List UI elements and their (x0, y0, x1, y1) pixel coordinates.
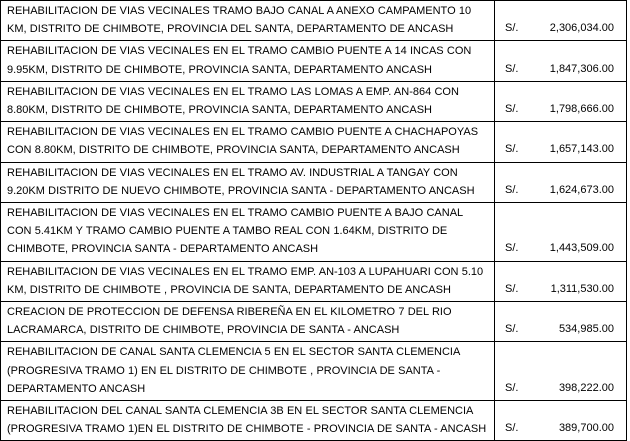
currency-label: S/. (505, 323, 519, 336)
project-description: REHABILITACION DE VIAS VECINALES EN EL T… (0, 121, 495, 163)
table-row: REHABILITACION DEL CANAL SANTA CLEMENCIA… (0, 400, 627, 441)
amount-value: 398,222.00 (558, 381, 614, 394)
project-description: REHABILITACION DEL CANAL SANTA CLEMENCIA… (0, 400, 495, 441)
amount-value: 1,657,143.00 (549, 143, 614, 156)
amount-value: 389,700.00 (558, 422, 614, 435)
currency-label: S/. (505, 183, 519, 196)
amount-value: 1,798,666.00 (549, 103, 614, 116)
amount-cell: S/. 1,798,666.00 (494, 80, 627, 123)
amount-value: 1,847,306.00 (549, 62, 614, 75)
amount-value: 534,985.00 (558, 323, 614, 336)
table-row: REHABILITACION DE CANAL SANTA CLEMENCIA … (0, 341, 627, 402)
project-description: REHABILITACION DE CANAL SANTA CLEMENCIA … (0, 341, 495, 402)
table-row: REHABILITACION DE VIAS VECINALES EN EL T… (0, 121, 627, 163)
amount-value: 1,443,509.00 (549, 242, 614, 255)
project-description: REHABILITACION DE VIAS VECINALES EN EL T… (0, 40, 495, 82)
currency-label: S/. (505, 143, 519, 156)
project-description: REHABILITACION DE VIAS VECINALES EN EL T… (0, 202, 495, 262)
project-description: REHABILITACION DE VIAS VECINALES EN EL T… (0, 80, 495, 123)
amount-value: 1,624,673.00 (549, 183, 614, 196)
table-row: CREACION DE PROTECCION DE DEFENSA RIBERE… (0, 301, 627, 343)
amount-cell: S/. 2,306,034.00 (494, 0, 627, 42)
currency-label: S/. (505, 381, 519, 394)
currency-label: S/. (505, 282, 519, 295)
amount-value: 2,306,034.00 (549, 22, 614, 35)
currency-label: S/. (505, 242, 519, 255)
table-row: REHABILITACION DE VIAS VECINALES EN EL T… (0, 161, 627, 204)
amount-cell: S/. 1,443,509.00 (494, 202, 627, 262)
amount-cell: S/. 1,847,306.00 (494, 40, 627, 82)
amount-value: 1,311,530.00 (550, 282, 614, 295)
table-row: REHABILITACION DE VIAS VECINALES TRAMO B… (0, 0, 627, 42)
project-description: REHABILITACION DE VIAS VECINALES EN EL T… (0, 161, 495, 204)
project-description: REHABILITACION DE VIAS VECINALES TRAMO B… (0, 0, 495, 42)
amount-cell: S/. 1,657,143.00 (494, 121, 627, 163)
project-description: REHABILITACION DE VIAS VECINALES EN EL T… (0, 260, 495, 303)
amount-cell: S/. 1,624,673.00 (494, 161, 627, 204)
currency-label: S/. (505, 22, 519, 35)
currency-label: S/. (505, 103, 519, 116)
currency-label: S/. (505, 62, 519, 75)
project-description: CREACION DE PROTECCION DE DEFENSA RIBERE… (0, 301, 495, 343)
table-row: REHABILITACION DE VIAS VECINALES EN EL T… (0, 80, 627, 123)
amount-cell: S/. 534,985.00 (494, 301, 627, 343)
table-row: REHABILITACION DE VIAS VECINALES EN EL T… (0, 260, 627, 303)
currency-label: S/. (505, 422, 519, 435)
table-row: REHABILITACION DE VIAS VECINALES EN EL T… (0, 40, 627, 82)
table-row: REHABILITACION DE VIAS VECINALES EN EL T… (0, 202, 627, 262)
amount-cell: S/. 389,700.00 (494, 400, 627, 441)
amount-cell: S/. 398,222.00 (494, 341, 627, 402)
amount-cell: S/. 1,311,530.00 (494, 260, 627, 303)
